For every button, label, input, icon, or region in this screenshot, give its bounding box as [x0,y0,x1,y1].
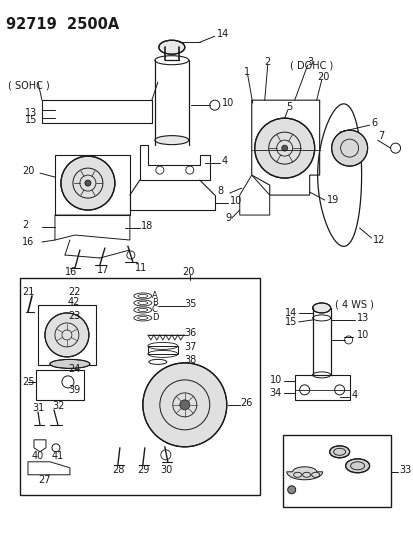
Text: 92719  2500A: 92719 2500A [6,17,119,33]
Text: 36: 36 [184,328,197,338]
Ellipse shape [154,135,188,144]
Text: 12: 12 [372,235,384,245]
Text: 41: 41 [52,451,64,461]
Polygon shape [286,467,322,480]
Circle shape [281,145,287,151]
Text: 20: 20 [317,72,329,82]
Text: 33: 33 [399,465,411,475]
Bar [36,370,84,400]
Ellipse shape [312,303,330,313]
Text: 42: 42 [68,297,80,307]
Text: 13: 13 [356,313,368,323]
Text: A: A [152,292,157,301]
Ellipse shape [50,359,90,368]
Circle shape [179,400,189,410]
Text: 10: 10 [269,375,281,385]
Text: 22: 22 [68,287,80,297]
Text: 19: 19 [326,195,338,205]
Text: 6: 6 [371,118,377,128]
Text: 2: 2 [22,220,28,230]
Text: 2: 2 [264,57,271,67]
Text: 4: 4 [351,390,357,400]
Text: 9: 9 [225,213,231,223]
Text: 14: 14 [284,308,296,318]
Text: 26: 26 [240,398,252,408]
Text: ( 4 WS ): ( 4 WS ) [334,300,373,310]
Text: 18: 18 [140,221,153,231]
Text: 7: 7 [377,131,384,141]
Text: D: D [152,313,158,322]
Bar [42,100,152,123]
Text: ( SOHC ): ( SOHC ) [8,80,50,90]
Text: 28: 28 [112,465,124,475]
Text: C: C [152,305,157,314]
Text: 32: 32 [52,401,64,411]
Text: 38: 38 [184,355,197,365]
Text: 1: 1 [243,67,249,77]
Text: 37: 37 [184,342,197,352]
Ellipse shape [345,459,369,473]
Bar [147,346,177,354]
Text: 31: 31 [32,403,44,413]
Text: ( DOHC ): ( DOHC ) [289,60,332,70]
Bar [20,278,259,495]
Text: 5: 5 [285,102,291,112]
Text: 13: 13 [25,108,37,118]
Circle shape [85,180,91,186]
Text: 23: 23 [68,311,80,321]
Bar [282,435,389,507]
Text: 30: 30 [159,465,172,475]
Text: 40: 40 [32,451,44,461]
Text: 10: 10 [221,98,233,108]
Text: 10: 10 [229,196,242,206]
Text: 11: 11 [135,263,147,273]
Text: 10: 10 [356,330,368,340]
Text: 15: 15 [25,115,37,125]
Circle shape [331,130,367,166]
Circle shape [254,118,314,178]
Circle shape [61,156,114,210]
Text: 20: 20 [181,267,194,277]
Text: 8: 8 [217,186,223,196]
Text: 14: 14 [216,29,228,39]
Circle shape [287,486,295,494]
Ellipse shape [329,446,349,458]
Bar [38,305,96,365]
Text: 4: 4 [221,156,227,166]
Text: 25: 25 [22,377,34,387]
Text: 34: 34 [269,388,281,398]
Circle shape [45,313,89,357]
Text: 24: 24 [68,364,80,374]
Text: 17: 17 [97,265,109,275]
Circle shape [142,363,226,447]
Text: 3: 3 [307,57,313,67]
Text: 21: 21 [22,287,34,297]
Text: 27: 27 [38,475,50,485]
Ellipse shape [159,40,184,54]
Text: 39: 39 [68,385,80,395]
Text: B: B [152,298,157,308]
Text: 16: 16 [65,267,77,277]
Text: 35: 35 [184,299,197,309]
Text: 20: 20 [22,166,34,176]
Text: 15: 15 [284,317,297,327]
Text: 29: 29 [137,465,149,475]
Text: 16: 16 [22,237,34,247]
